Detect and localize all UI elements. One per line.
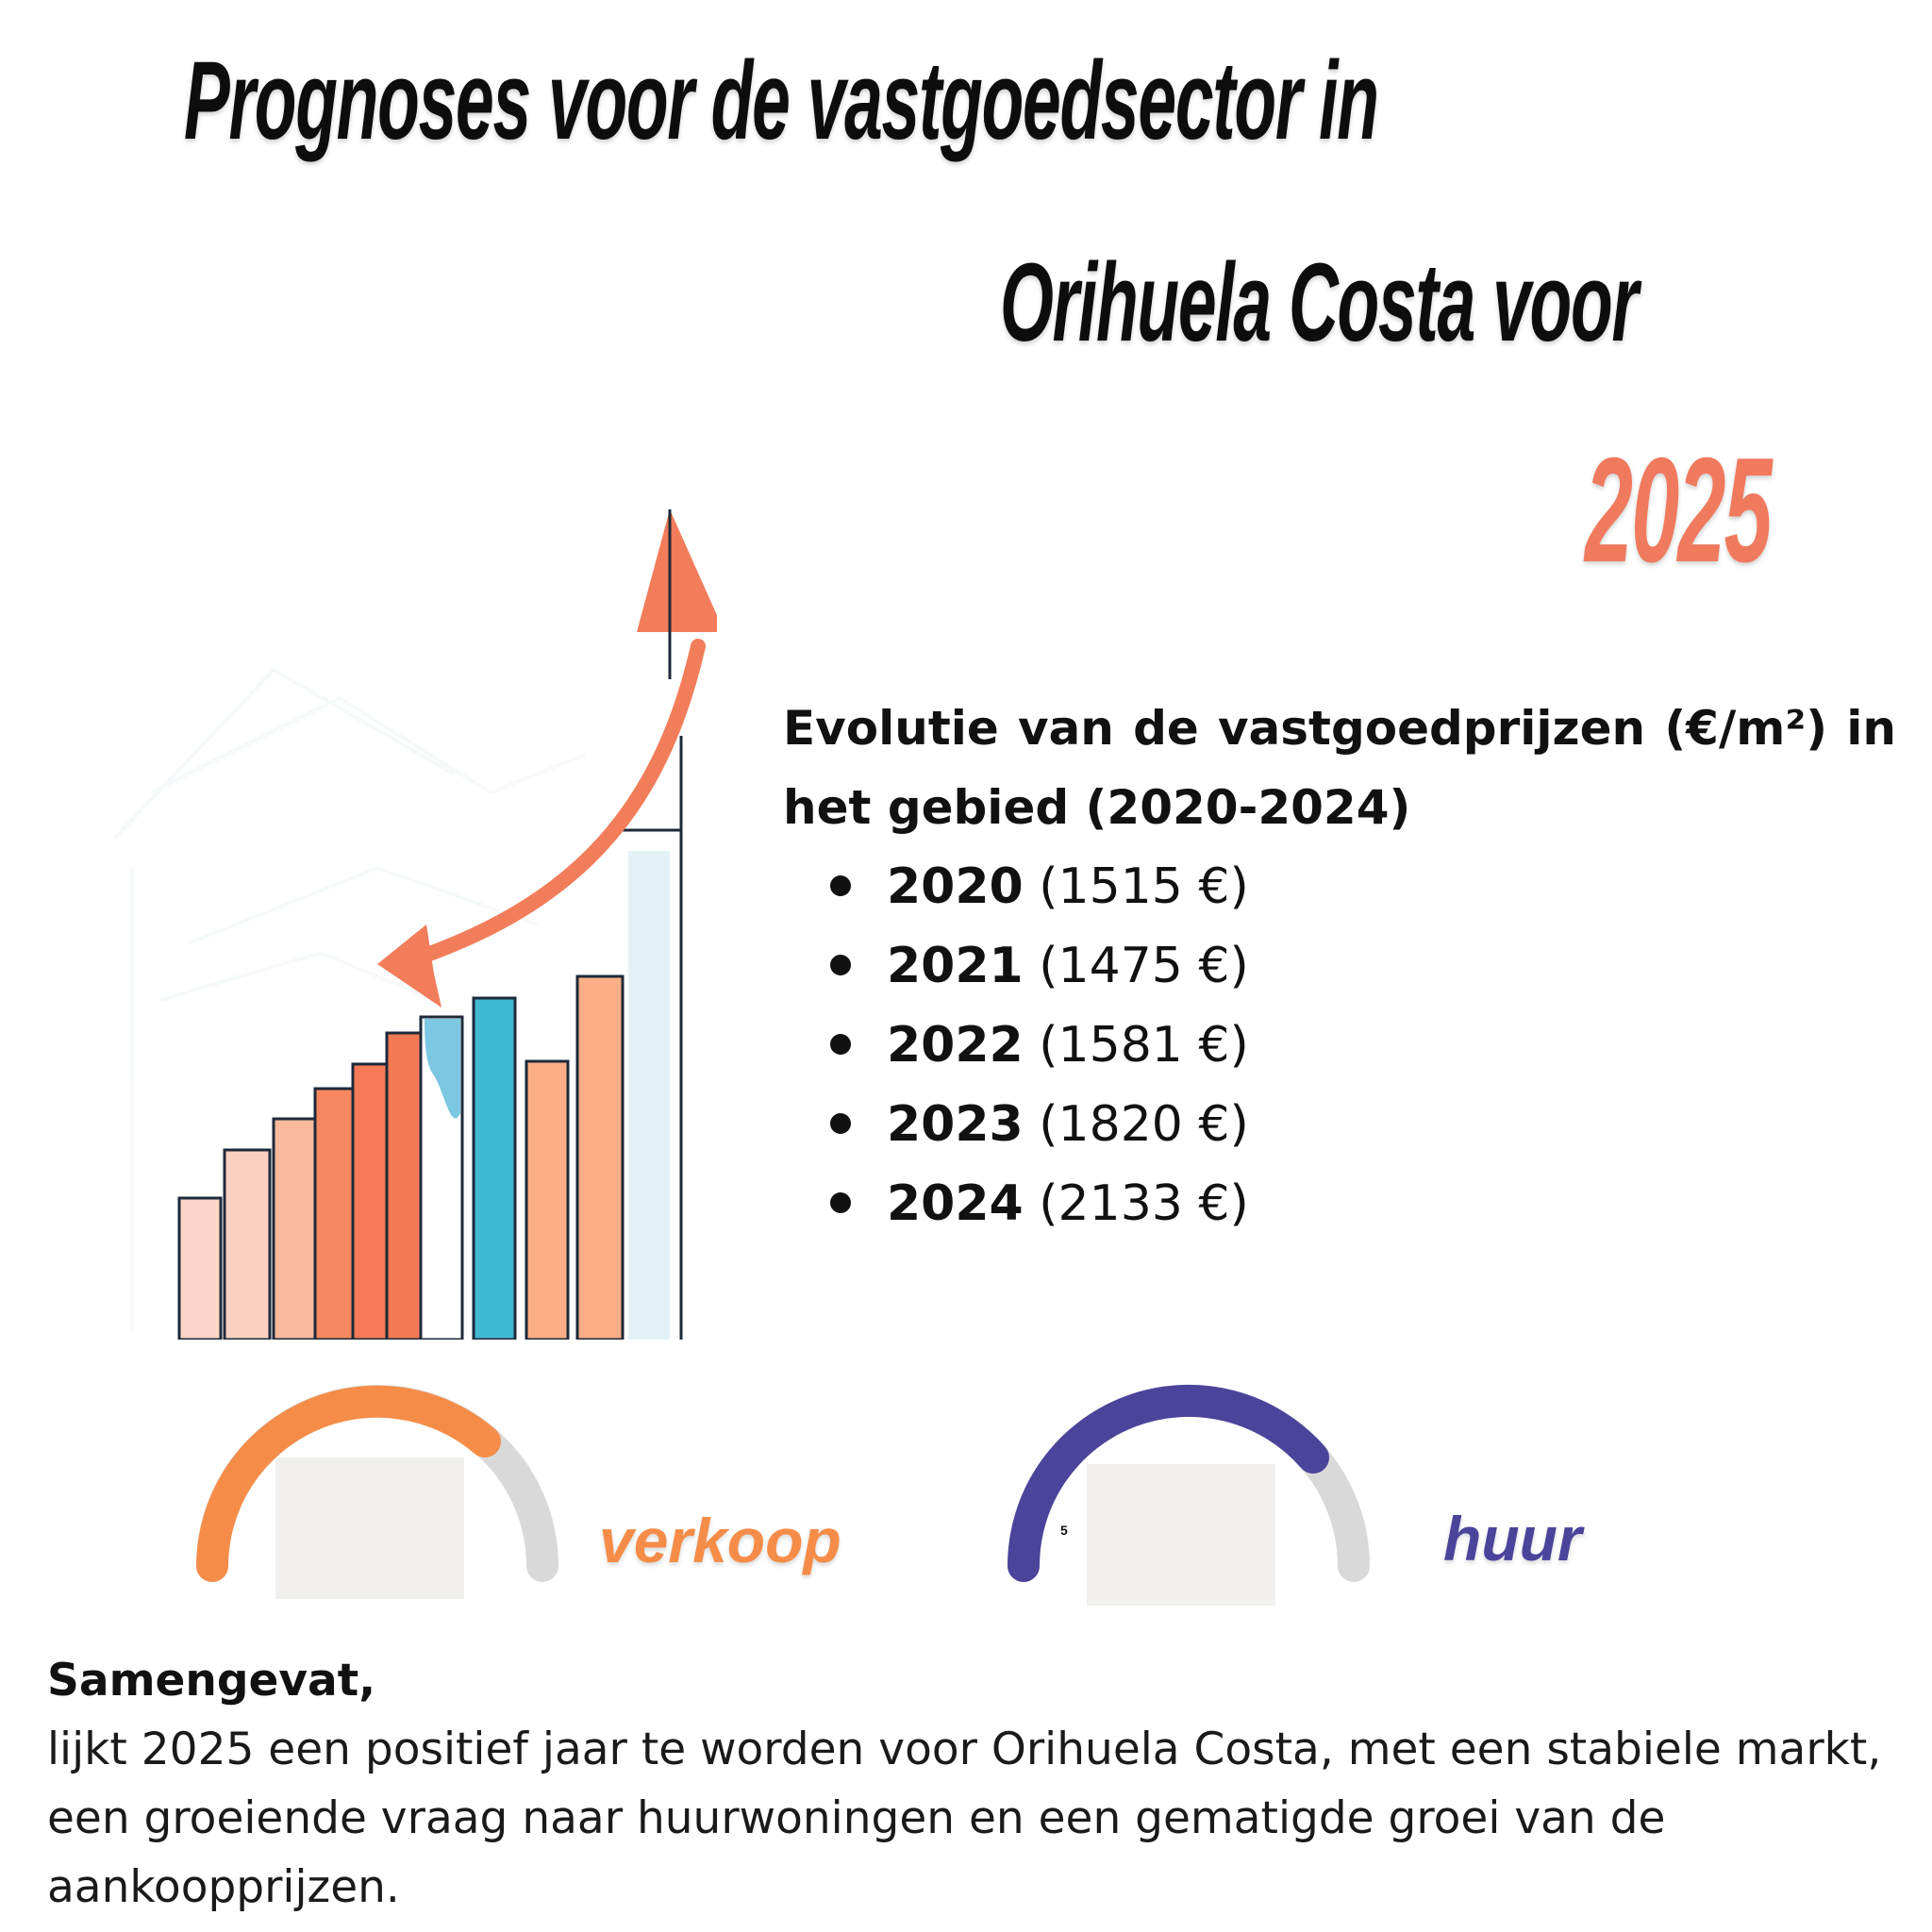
bullet-icon bbox=[830, 955, 851, 975]
summary-body: lijkt 2025 een positief jaar te worden v… bbox=[47, 1724, 1882, 1913]
chart-bar-splash bbox=[425, 1019, 460, 1119]
chart-bar bbox=[575, 974, 625, 1340]
list-item-price: (1820 €) bbox=[1039, 1096, 1249, 1153]
list-item: 2024 (2133 €) bbox=[830, 1164, 1896, 1243]
chart-bar bbox=[385, 1031, 423, 1340]
growth-arrow-head-top bbox=[637, 509, 717, 632]
chart-bar bbox=[272, 1117, 317, 1340]
chart-bar bbox=[628, 851, 670, 1340]
rent-gauge-label: huur bbox=[1443, 1504, 1582, 1574]
growth-arrow-head-bottom bbox=[377, 924, 441, 1008]
price-evolution-section: Evolutie van de vastgoedprijzen (€/m²) i… bbox=[783, 689, 1896, 1243]
chart-bar bbox=[223, 1148, 272, 1340]
chart-bar bbox=[351, 1062, 389, 1340]
sale-gauge-value-box bbox=[275, 1457, 464, 1599]
list-item-year: 2024 bbox=[887, 1175, 1024, 1232]
sale-gauge bbox=[196, 1385, 558, 1582]
list-item-price: (1581 €) bbox=[1039, 1017, 1249, 1074]
rent-gauge-min-label: 5 bbox=[1060, 1523, 1068, 1538]
page-title-line-1: Prognoses voor de vastgoedsector in bbox=[184, 39, 1379, 163]
house-sketch bbox=[111, 667, 586, 1330]
list-item-price: (2133 €) bbox=[1039, 1175, 1249, 1232]
chart-bar bbox=[472, 996, 517, 1340]
chart-bar bbox=[525, 1059, 570, 1340]
list-item: 2022 (1581 €) bbox=[830, 1006, 1896, 1085]
list-item: 2021 (1475 €) bbox=[830, 926, 1896, 1006]
rent-gauge bbox=[1008, 1384, 1370, 1582]
sale-gauge-label: verkoop bbox=[599, 1506, 841, 1575]
rent-gauge-value-box bbox=[1087, 1464, 1275, 1606]
growth-arrow-curve bbox=[398, 639, 706, 970]
list-item: 2020 (1515 €) bbox=[830, 847, 1896, 926]
sale-gauge-fill bbox=[196, 1385, 501, 1582]
list-item-year: 2022 bbox=[887, 1017, 1024, 1074]
summary-heading: Samengevat, bbox=[47, 1655, 376, 1707]
chart-bar bbox=[313, 1087, 355, 1340]
price-list: 2020 (1515 €) 2021 (1475 €) 2022 (1581 €… bbox=[783, 847, 1896, 1243]
chart-bars bbox=[177, 851, 670, 1340]
rent-gauge-fill bbox=[1008, 1384, 1329, 1582]
list-item: 2023 (1820 €) bbox=[830, 1085, 1896, 1164]
list-item-year: 2021 bbox=[887, 938, 1024, 994]
bullet-icon bbox=[830, 1034, 851, 1055]
bullet-icon bbox=[830, 875, 851, 896]
list-item-price: (1475 €) bbox=[1039, 938, 1249, 994]
list-item-year: 2020 bbox=[887, 858, 1024, 915]
list-item-price: (1515 €) bbox=[1039, 858, 1249, 915]
list-item-year: 2023 bbox=[887, 1096, 1024, 1153]
bullet-icon bbox=[830, 1192, 851, 1213]
growth-chart-illustration bbox=[111, 509, 717, 1340]
price-evolution-heading: Evolutie van de vastgoedprijzen (€/m²) i… bbox=[783, 701, 1896, 835]
bullet-icon bbox=[830, 1113, 851, 1134]
page-title-line-2: Orihuela Costa voor bbox=[1000, 241, 1639, 365]
summary-section: Samengevat, lijkt 2025 een positief jaar… bbox=[47, 1646, 1896, 1922]
page-title-year: 2025 bbox=[1585, 427, 1773, 593]
chart-bar bbox=[177, 1196, 223, 1340]
